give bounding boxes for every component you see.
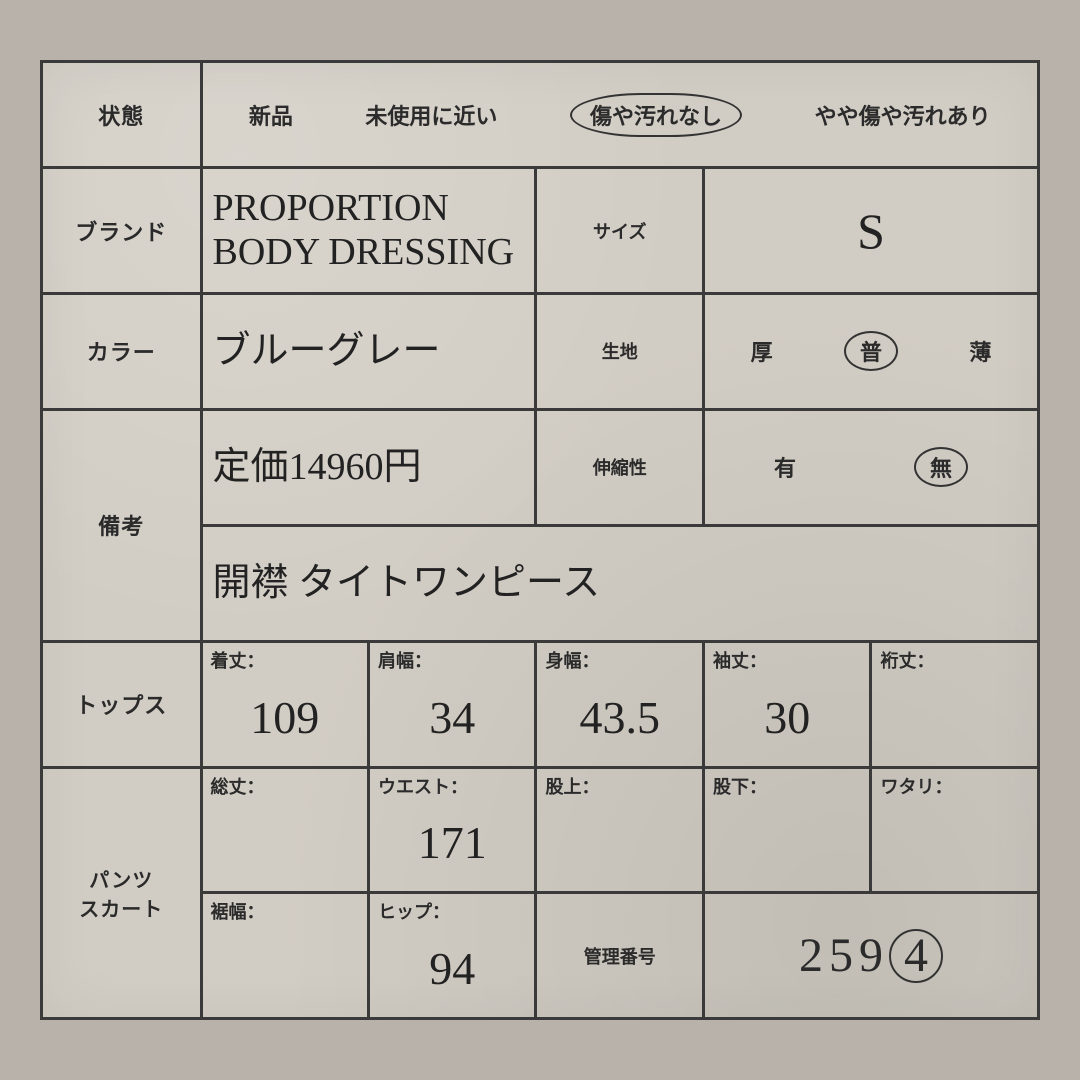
tops-col-1: 肩幅： 34 bbox=[369, 641, 536, 767]
bottoms-r1-2-label: 股上： bbox=[545, 773, 599, 799]
remarks-line1-cell: 定価14960円 bbox=[201, 409, 536, 525]
brand-value-cell: PROPORTION BODY DRESSING bbox=[201, 168, 536, 294]
bottoms-r1-4: ワタリ： bbox=[871, 767, 1039, 893]
fabric-opt-0: 厚 bbox=[751, 335, 773, 367]
brand-value: PROPORTION BODY DRESSING bbox=[213, 187, 525, 274]
mgmt-value-cell: 2594 bbox=[703, 893, 1038, 1019]
tops-col-4: 裄丈： bbox=[871, 641, 1039, 767]
tops-col-0: 着丈： 109 bbox=[201, 641, 368, 767]
label-stretch: 伸縮性 bbox=[536, 409, 703, 525]
condition-opt-0: 新品 bbox=[249, 99, 293, 131]
tops-col-2-label: 身幅： bbox=[545, 647, 599, 673]
bottoms-r1-4-label: ワタリ： bbox=[880, 773, 952, 799]
tops-col-2-value: 43.5 bbox=[547, 665, 691, 744]
tops-col-3: 袖丈： 30 bbox=[703, 641, 870, 767]
condition-opt-1: 未使用に近い bbox=[365, 99, 497, 131]
label-brand: ブランド bbox=[42, 168, 202, 294]
bottoms-r2-1-label: ヒップ： bbox=[378, 898, 450, 924]
bottoms-r2-1-value: 94 bbox=[380, 916, 524, 995]
fabric-opt-2: 薄 bbox=[969, 335, 991, 367]
bottoms-r1-3-value bbox=[715, 817, 859, 843]
mgmt-circled: 4 bbox=[889, 929, 943, 983]
label-condition: 状態 bbox=[42, 62, 202, 168]
mgmt-prefix: 259 bbox=[799, 929, 889, 982]
stretch-options: 有 無 bbox=[703, 409, 1038, 525]
tops-col-2: 身幅： 43.5 bbox=[536, 641, 703, 767]
label-color: カラー bbox=[42, 293, 202, 409]
condition-opt-3: やや傷や汚れあり bbox=[815, 99, 991, 131]
bottoms-r1-2-value bbox=[547, 817, 691, 843]
remarks-line2-cell: 開襟 タイトワンピース bbox=[201, 525, 1038, 641]
tops-col-4-value bbox=[882, 691, 1027, 717]
tops-col-4-label: 裄丈： bbox=[880, 647, 934, 673]
bottoms-r1-1: ウエスト： 171 bbox=[369, 767, 536, 893]
label-mgmt: 管理番号 bbox=[536, 893, 703, 1019]
bottoms-r1-3-label: 股下： bbox=[713, 773, 767, 799]
bottoms-r1-0-label: 総丈： bbox=[211, 773, 265, 799]
bottoms-r1-2: 股上： bbox=[536, 767, 703, 893]
bottoms-r2-0: 裾幅： bbox=[201, 893, 368, 1019]
label-bottoms: パンツ スカート bbox=[42, 767, 202, 1018]
size-value: S bbox=[715, 202, 1027, 260]
label-fabric: 生地 bbox=[536, 293, 703, 409]
form-sheet: 状態 新品 未使用に近い 傷や汚れなし やや傷や汚れあり ブランド PROPOR… bbox=[40, 60, 1040, 1020]
tops-col-1-value: 34 bbox=[380, 665, 524, 744]
remarks-line1: 定価14960円 bbox=[213, 446, 525, 490]
condition-opt-2-selected: 傷や汚れなし bbox=[570, 93, 742, 137]
tops-col-1-label: 肩幅： bbox=[378, 647, 432, 673]
bottoms-r1-1-label: ウエスト： bbox=[378, 773, 468, 799]
remarks-line2: 開襟 タイトワンピース bbox=[213, 562, 1027, 606]
bottoms-r1-0: 総丈： bbox=[201, 767, 368, 893]
label-size: サイズ bbox=[536, 168, 703, 294]
fabric-opt-1-selected: 普 bbox=[844, 331, 898, 371]
form-table: 状態 新品 未使用に近い 傷や汚れなし やや傷や汚れあり ブランド PROPOR… bbox=[40, 60, 1040, 1020]
label-tops: トップス bbox=[42, 641, 202, 767]
bottoms-r1-3: 股下： bbox=[703, 767, 870, 893]
bottoms-r1-0-value bbox=[213, 817, 357, 843]
tops-col-3-label: 袖丈： bbox=[713, 647, 767, 673]
tops-col-3-value: 30 bbox=[715, 665, 859, 744]
color-value-cell: ブルーグレー bbox=[201, 293, 536, 409]
stretch-opt-0: 有 bbox=[774, 451, 796, 483]
bottoms-r2-0-value bbox=[213, 943, 357, 969]
fabric-options: 厚 普 薄 bbox=[703, 293, 1038, 409]
tops-col-0-label: 着丈： bbox=[211, 647, 265, 673]
tops-col-0-value: 109 bbox=[213, 665, 357, 744]
size-value-cell: S bbox=[703, 168, 1038, 294]
bottoms-r1-1-value: 171 bbox=[380, 790, 524, 869]
condition-options: 新品 未使用に近い 傷や汚れなし やや傷や汚れあり bbox=[201, 62, 1038, 168]
bottoms-r2-1: ヒップ： 94 bbox=[369, 893, 536, 1019]
bottoms-r2-0-label: 裾幅： bbox=[211, 898, 265, 924]
label-remarks: 備考 bbox=[42, 409, 202, 641]
color-value: ブルーグレー bbox=[213, 330, 525, 374]
stretch-opt-1-selected: 無 bbox=[914, 447, 968, 487]
bottoms-r1-4-value bbox=[882, 817, 1027, 843]
